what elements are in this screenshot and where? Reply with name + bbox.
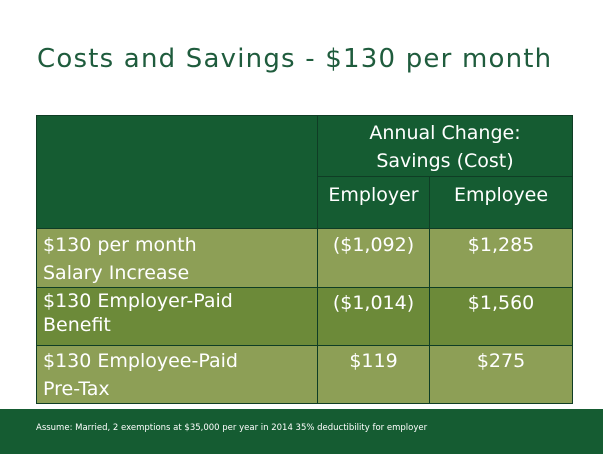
employer-column-header: Employer (317, 176, 430, 229)
row-label: $130 per month Salary Increase (36, 228, 318, 288)
row-label-line-1: $130 Employer-Paid (43, 290, 233, 312)
row-label-line-1: $130 per month (43, 234, 197, 256)
employer-value: ($1,092) (317, 228, 430, 288)
row-label-line-2: Salary Increase (43, 262, 190, 284)
employee-value: $1,560 (428, 287, 574, 346)
employee-column-header: Employee (428, 176, 574, 229)
row-label: $130 Employer-Paid Benefit (36, 287, 318, 346)
table-corner-cell (36, 115, 318, 229)
footnote: Assume: Married, 2 exemptions at $35,000… (36, 423, 428, 433)
cost-savings-table: Annual Change: Savings (Cost) Employer E… (36, 115, 574, 404)
employer-value: ($1,014) (317, 287, 430, 346)
slide-title: Costs and Savings - $130 per month (37, 44, 553, 74)
table-row: $130 Employee-Paid Pre-Tax $119 $275 (36, 345, 574, 404)
employee-value: $1,285 (428, 228, 574, 288)
employee-value: $275 (428, 345, 574, 404)
table-row: $130 Employer-Paid Benefit ($1,014) $1,5… (36, 287, 574, 346)
row-label-line-1: $130 Employee-Paid (43, 350, 238, 372)
footer-bar: Assume: Married, 2 exemptions at $35,000… (0, 409, 603, 454)
row-label-line-2: Benefit (43, 314, 111, 336)
header-line-1: Annual Change: (369, 122, 521, 144)
row-label-line-2: Pre-Tax (43, 378, 110, 400)
table-row: $130 per month Salary Increase ($1,092) … (36, 228, 574, 288)
annual-change-header: Annual Change: Savings (Cost) (316, 115, 574, 177)
row-label: $130 Employee-Paid Pre-Tax (36, 345, 318, 404)
employer-value: $119 (317, 345, 430, 404)
header-line-2: Savings (Cost) (376, 150, 514, 172)
